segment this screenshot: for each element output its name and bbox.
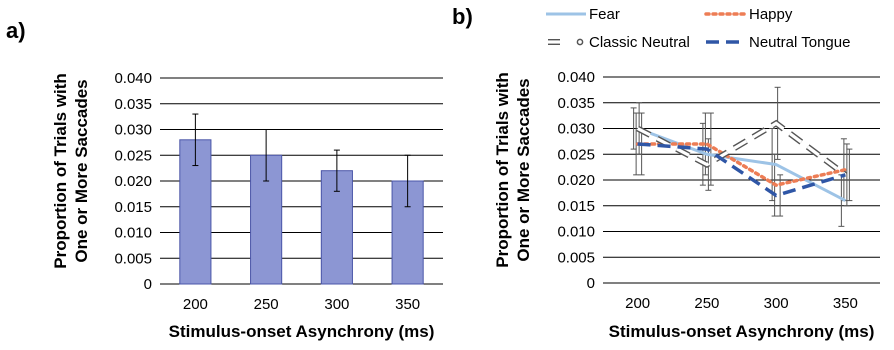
panel-a-xtick-label: 200 bbox=[183, 296, 208, 313]
panel-a-ytick-label: 0.010 bbox=[114, 225, 152, 242]
panel-b-ytick-label: 0.005 bbox=[557, 249, 595, 266]
panel-b-chart: 0 0.005 0.010 0.015 0.020 0.025 0.030 0.035 0.04… bbox=[493, 6, 880, 341]
panel-a-ytick-label: 0.030 bbox=[114, 122, 152, 139]
panel-b-xaxis-title: Stimulus-onset Asynchrony (ms) bbox=[609, 322, 875, 341]
panel-b-yaxis-title: Proportion of Trials with One or More Sac… bbox=[493, 72, 533, 268]
panel-a-label: a) bbox=[6, 18, 26, 43]
panel-b-ytick-label: 0 bbox=[587, 275, 595, 292]
legend-swatch-dot bbox=[576, 38, 584, 46]
panel-a-ytick-label: 0.015 bbox=[114, 199, 152, 216]
panel-a-xaxis-title: Stimulus-onset Asynchrony (ms) bbox=[169, 322, 435, 341]
series-line bbox=[637, 127, 847, 202]
panel-b-ytick-label: 0.020 bbox=[557, 172, 595, 189]
legend-item: Happy bbox=[704, 6, 793, 23]
series-line bbox=[635, 142, 848, 188]
panel-b-ytick-label: 0.030 bbox=[557, 121, 595, 138]
series-line-outline bbox=[636, 119, 848, 178]
panel-b-yaxis-title-line2: One or More Saccades bbox=[514, 78, 533, 261]
legend-item: Neutral Tongue bbox=[706, 34, 850, 51]
panel-a-yaxis-title-line1: Proportion of Trials with bbox=[51, 73, 70, 269]
legend-label: Neutral Tongue bbox=[749, 34, 850, 51]
panel-a-ytick-label: 0.025 bbox=[114, 147, 152, 164]
panel-b-label: b) bbox=[452, 4, 473, 29]
panel-a-ytick-label: 0.020 bbox=[114, 173, 152, 190]
panel-b-ytick-label: 0.035 bbox=[557, 95, 595, 112]
panel-a-ytick-label: 0 bbox=[144, 276, 152, 293]
panel-a-ytick-label: 0.005 bbox=[114, 250, 152, 267]
panel-b-ytick-label: 0.010 bbox=[557, 224, 595, 241]
panel-b-ytick-label: 0.025 bbox=[557, 146, 595, 163]
panel-a-ytick-label: 0.035 bbox=[114, 96, 152, 113]
panel-a-yaxis-title-line2: One or More Saccades bbox=[72, 79, 91, 262]
legend-item: Fear bbox=[546, 6, 620, 23]
legend-label: Fear bbox=[589, 6, 620, 23]
legend-item: Classic Neutral bbox=[548, 34, 690, 51]
panel-b-xtick-label: 200 bbox=[625, 295, 650, 312]
panel-b-xtick-label: 300 bbox=[764, 295, 789, 312]
legend-label: Happy bbox=[749, 6, 793, 23]
panel-a-xtick-label: 300 bbox=[324, 296, 349, 313]
legend-label: Classic Neutral bbox=[589, 34, 690, 51]
panel-b-ytick-label: 0.040 bbox=[557, 69, 595, 86]
panel-b-yaxis-title-line1: Proportion of Trials with bbox=[493, 72, 512, 268]
panel-b-ytick-label: 0.015 bbox=[557, 198, 595, 215]
panel-a-xtick-label: 250 bbox=[254, 296, 279, 313]
series-line bbox=[636, 121, 847, 177]
panel-b-xtick-label: 350 bbox=[833, 295, 858, 312]
panel-a-xtick-label: 350 bbox=[395, 296, 420, 313]
panel-a-yaxis-title: Proportion of Trials with One or More Sac… bbox=[51, 73, 91, 269]
panel-b-xtick-label: 250 bbox=[694, 295, 719, 312]
series-line bbox=[637, 142, 846, 198]
panel-a-ytick-label: 0.040 bbox=[114, 70, 152, 87]
panel-a-chart: 0 0.005 0.010 0.015 0.020 0.025 0.030 0.035 0.04… bbox=[51, 70, 443, 341]
